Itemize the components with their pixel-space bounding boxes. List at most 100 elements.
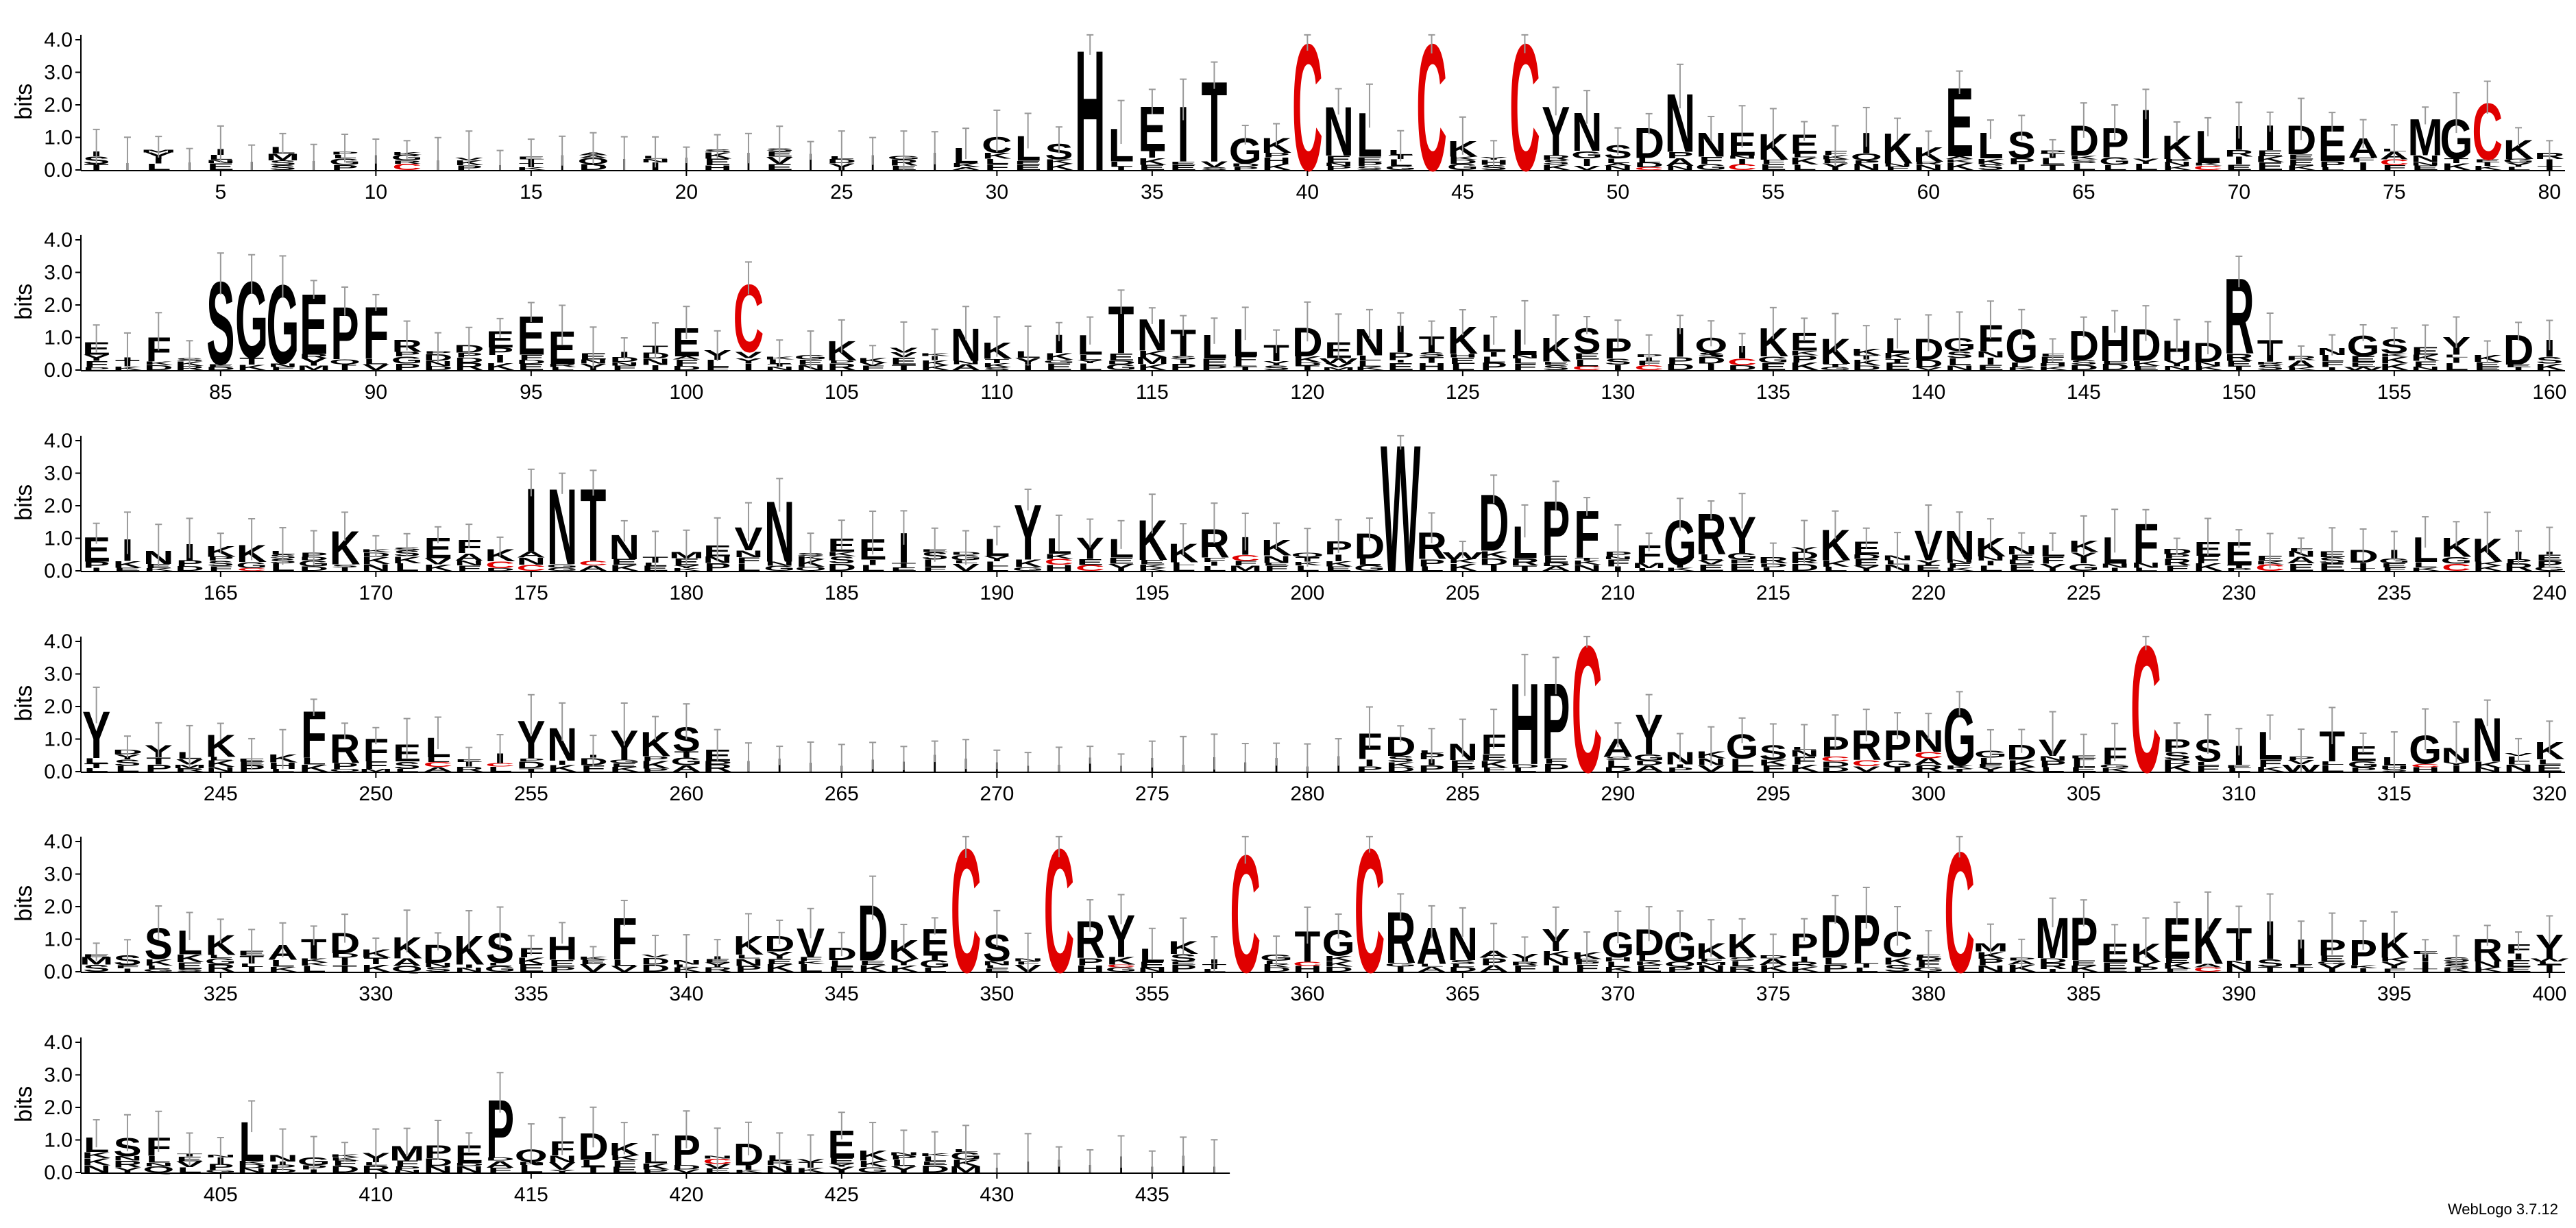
residue-glyph: M [1632,562,1666,570]
residue-glyph: D [2007,558,2037,566]
x-tick-label: 210 [1601,582,1635,604]
residue-glyph: E [1169,164,1196,171]
residue-glyph: L [2506,166,2531,171]
residue-glyph: K [1479,549,1509,561]
residue-glyph: K [1324,560,1353,568]
residue-glyph: K [920,364,949,371]
residue-glyph: P [83,367,110,371]
residue-glyph: M [1322,367,1355,371]
residue-glyph: Y [2163,359,2190,368]
y-tick-label: 0.0 [44,560,73,582]
residue-glyph: L [1978,564,2003,573]
residue-glyph: K [1045,158,1074,165]
residue-glyph: G [391,355,423,366]
residue-glyph: E [1542,554,1569,565]
x-tick-label: 55 [1762,181,1784,204]
y-tick-label: 4.0 [44,831,73,853]
residue-glyph: V [1573,164,1600,171]
residue-glyph: H [1417,361,1446,372]
residue-glyph: P [1853,159,1880,164]
residue-glyph: L [1420,565,1444,572]
residue-glyph: T [1512,564,1537,572]
y-tick-label: 2.0 [44,294,73,317]
residue-glyph: A [454,551,484,563]
residue-glyph: M [266,152,300,163]
residue-glyph: L [1233,361,1258,367]
residue-glyph: N [765,561,794,567]
residue-glyph: L [1078,362,1102,372]
residue-glyph: S [1418,352,1445,358]
y-tick-label: 1.0 [44,327,73,349]
y-tick-label: 2.0 [44,696,73,718]
x-tick-label: 290 [1601,783,1635,805]
residue-glyph: L [1947,356,1972,368]
residue-glyph: K [609,563,639,573]
residue-glyph: F [2041,554,2065,566]
residue-glyph: S [984,367,1010,371]
residue-glyph: K [1138,156,1167,167]
residue-glyph: D [175,565,204,572]
y-tick-label: 2.0 [44,1096,73,1119]
residue-glyph: R [548,363,577,369]
residue-glyph: N [1976,556,2006,562]
x-tick-label: 360 [1290,983,1324,1005]
x-tick-label: 425 [825,1183,859,1206]
residue-glyph: L [736,562,761,574]
x-tick-label: 310 [2222,783,2256,805]
residue-glyph: Y [984,555,1010,563]
residue-glyph: C [1230,554,1260,563]
residue-glyph: K [392,554,422,565]
residue-glyph: E [2287,153,2314,161]
residue-glyph: I [2357,160,2368,173]
residue-glyph: K [982,151,1012,161]
residue-glyph: E [1977,363,2004,371]
x-tick-label: 120 [1290,381,1324,404]
residue-glyph: L [1699,553,1723,563]
residue-glyph: K [1976,157,2006,166]
residue-glyph: D [1727,364,1757,371]
residue-glyph: E [1108,352,1134,363]
residue-glyph: E [1573,352,1600,362]
x-tick-label: 300 [1911,783,1945,805]
residue-glyph: K [1666,567,1695,572]
residue-glyph: A [1541,565,1570,572]
x-tick-label: 115 [1136,381,1169,404]
residue-glyph: D [1479,556,1509,567]
residue-glyph: N [1727,155,1757,160]
residue-glyph: K [237,363,267,371]
residue-glyph: F [1885,166,1910,171]
residue-glyph: K [2194,365,2223,371]
y-tick-label: 0.0 [44,1162,73,1184]
y-tick-label: 4.0 [44,29,73,51]
residue-glyph: Y [1822,162,1849,172]
x-tick-label: 45 [1451,181,1474,204]
residue-glyph: W [1320,357,1358,365]
residue-glyph: R [1510,556,1540,568]
residue-glyph: A [951,167,981,171]
residue-glyph: L [1792,153,1816,158]
residue-glyph: E [2008,563,2035,573]
residue-glyph: S [1201,167,1228,171]
residue-glyph: C [2194,164,2223,171]
x-tick-label: 435 [1135,1183,1169,1206]
residue-glyph: S [1542,364,1569,372]
residue-glyph: I [2451,356,2462,365]
x-tick-label: 200 [1290,582,1324,604]
residue-glyph: L [2071,162,2096,172]
x-tick-label: 80 [2538,181,2561,204]
residue-glyph: T [1233,365,1258,371]
residue-glyph: Y [300,356,328,368]
residue-glyph: G [1354,564,1385,573]
x-tick-label: 20 [675,181,698,204]
x-tick-label: 145 [2067,381,2101,404]
x-tick-label: 65 [2072,181,2095,204]
residue-glyph: Q [795,566,827,572]
residue-glyph: N [1851,162,1881,172]
residue-glyph: K [517,167,546,171]
residue-glyph: P [1232,166,1259,171]
residue-glyph: Y [2133,157,2159,165]
residue-glyph: L [1575,358,1599,368]
residue-glyph: F [1947,562,1972,569]
residue-glyph: H [703,164,732,171]
residue-glyph: F [736,556,761,566]
